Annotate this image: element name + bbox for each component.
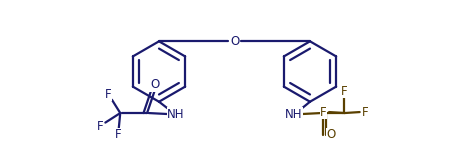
Text: F: F bbox=[115, 128, 121, 141]
Text: F: F bbox=[362, 106, 369, 119]
Text: F: F bbox=[97, 120, 104, 133]
Text: O: O bbox=[150, 78, 159, 91]
Text: F: F bbox=[341, 85, 348, 98]
Text: F: F bbox=[105, 88, 111, 101]
Text: O: O bbox=[326, 128, 335, 141]
Text: NH: NH bbox=[285, 108, 303, 120]
Text: O: O bbox=[230, 35, 239, 48]
Text: F: F bbox=[320, 106, 327, 119]
Text: NH: NH bbox=[167, 108, 185, 120]
